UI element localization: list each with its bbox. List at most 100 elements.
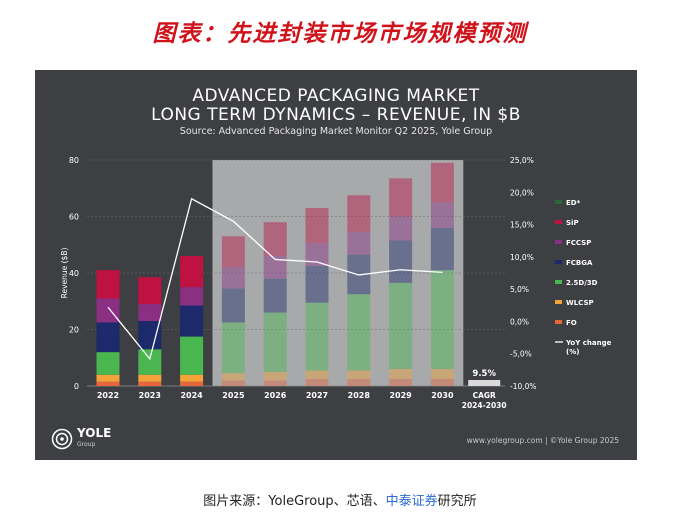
bar-segment-fo <box>138 381 162 386</box>
legend-swatch <box>555 220 562 224</box>
x-tick-label: 2026 <box>264 391 287 400</box>
bar-segment-sip <box>138 277 162 305</box>
y2-tick-label: -5,0% <box>510 350 532 359</box>
bar-segment-fo <box>347 378 371 386</box>
caption-suffix: 研究所 <box>437 494 477 509</box>
bar-segment-fccsp <box>180 287 204 306</box>
chart-title: ADVANCED PACKAGING MARKET <box>192 86 480 106</box>
bar-segment-fo <box>221 380 245 386</box>
yole-logo-icon <box>51 428 73 450</box>
bar-segment-fo <box>305 378 329 386</box>
bar-segment-fccsp <box>263 256 287 279</box>
logo-sub: Group <box>77 441 96 448</box>
bar-segment-wlcsp <box>389 369 413 379</box>
footer-credit: www.yolegroup.com | ©Yole Group 2025 <box>466 436 619 445</box>
x-tick-label: 2024 <box>180 391 203 400</box>
bar-segment-wlcsp <box>347 370 371 379</box>
bar-segment-25d3d <box>96 352 120 375</box>
bar-segment-sip <box>430 162 454 203</box>
x-tick-label: 2022 <box>97 391 119 400</box>
x-tick-label: 2030 <box>431 391 454 400</box>
y2-tick-label: 20,0% <box>510 188 534 197</box>
cagr-label-line2: 2024-2030 <box>462 401 507 410</box>
y2-tick-label: 5,0% <box>510 285 529 294</box>
cagr-value: 9.5% <box>472 369 496 379</box>
legend-swatch <box>555 280 562 284</box>
legend-yoy-label: YoY change <box>565 339 612 347</box>
bar-segment-sip <box>96 270 120 299</box>
bar-segment-wlcsp <box>180 374 204 382</box>
bar-segment-25d3d <box>430 270 454 370</box>
y-tick-label: 40 <box>69 269 79 278</box>
chart-panel: 0 20 40 60 80 -10,0% -5,0% 0,0% 5,0% 10,0% 15,0% 20… <box>35 70 637 460</box>
legend-label: 2.5D/3D <box>566 279 598 287</box>
bar-segment-25d3d <box>180 336 204 375</box>
yole-logo: YOLE Group <box>51 426 112 450</box>
legend-swatch <box>555 200 562 204</box>
legend-label: ED* <box>566 199 581 207</box>
legend-label: FO <box>566 319 577 327</box>
bar-segment-fcbga <box>430 227 454 271</box>
y2-tick-label: 25,0% <box>510 156 534 165</box>
caption-highlight: 中泰证券 <box>385 494 438 509</box>
chart-source: Source: Advanced Packaging Market Monito… <box>179 126 493 137</box>
bar-segment-fccsp <box>430 202 454 228</box>
y-tick-label: 0 <box>74 382 79 391</box>
y-tick-label: 20 <box>69 326 79 335</box>
bar-segment-sip <box>305 208 329 244</box>
bar-segment-fccsp <box>221 267 245 289</box>
legend-label: FCCSP <box>566 239 591 247</box>
y-axis-label: Revenue ($B) <box>60 248 69 299</box>
bar-segment-fcbga <box>263 278 287 313</box>
legend-swatch <box>555 320 562 324</box>
logo-name: YOLE <box>77 426 112 440</box>
bar-segment-fccsp <box>347 232 371 255</box>
y2-tick-label: 0,0% <box>510 317 529 326</box>
y2-tick-label: 10,0% <box>510 253 534 262</box>
legend-swatch <box>555 240 562 244</box>
y-tick-label: 80 <box>69 156 79 165</box>
bar-segment-fccsp <box>138 304 162 322</box>
bar-segment-fcbga <box>389 240 413 283</box>
bar-segment-sip <box>389 178 413 217</box>
bar-segment-wlcsp <box>138 374 162 382</box>
bar-segment-wlcsp <box>96 374 120 382</box>
bar-segment-sip <box>263 222 287 257</box>
bar-segment-25d3d <box>263 312 287 372</box>
chart-svg: 0 20 40 60 80 -10,0% -5,0% 0,0% 5,0% 10,0% 15,0% 20… <box>60 156 612 410</box>
bar-segment-wlcsp <box>305 370 329 379</box>
logo-text: YOLE Group <box>77 426 112 450</box>
page-title: 图表：先进封装市场市场规模预测 <box>152 20 528 47</box>
bar-segment-fcbga <box>96 322 120 353</box>
bar-segment-25d3d <box>389 282 413 370</box>
bar-segment-wlcsp <box>221 373 245 381</box>
bar-segment-fo <box>263 380 287 386</box>
legend-yoy-unit: (%) <box>566 348 579 356</box>
bar-segment-fo <box>430 378 454 386</box>
bar-segment-fccsp <box>96 298 120 323</box>
legend-label: FCBGA <box>566 259 593 267</box>
legend-swatch <box>555 300 562 304</box>
y-tick-label: 60 <box>69 213 79 222</box>
bar-segment-fcbga <box>221 288 245 323</box>
caption-prefix: 图片来源：YoleGroup、芯语、 <box>203 494 386 509</box>
y2-tick-label: 15,0% <box>510 221 534 230</box>
bar-segment-fcbga <box>138 321 162 350</box>
y2-tick-label: -10,0% <box>510 382 537 391</box>
legend-swatch <box>555 260 562 264</box>
x-tick-label: 2027 <box>306 391 328 400</box>
x-tick-label: 2023 <box>139 391 161 400</box>
bar-segment-25d3d <box>305 302 329 371</box>
legend-label: SiP <box>566 219 579 227</box>
cagr-label-line1: CAGR <box>473 391 496 400</box>
forecast-region <box>212 160 464 386</box>
bar-segment-sip <box>180 256 204 288</box>
bar-segment-25d3d <box>221 322 245 374</box>
bar-segment-wlcsp <box>430 369 454 379</box>
bar-segment-wlcsp <box>263 371 287 381</box>
x-tick-label: 2025 <box>222 391 245 400</box>
bar-segment-fccsp <box>389 216 413 241</box>
bar-segment-fo <box>180 381 204 386</box>
yoy-line <box>107 197 443 361</box>
legend-label: WLCSP <box>566 299 594 307</box>
